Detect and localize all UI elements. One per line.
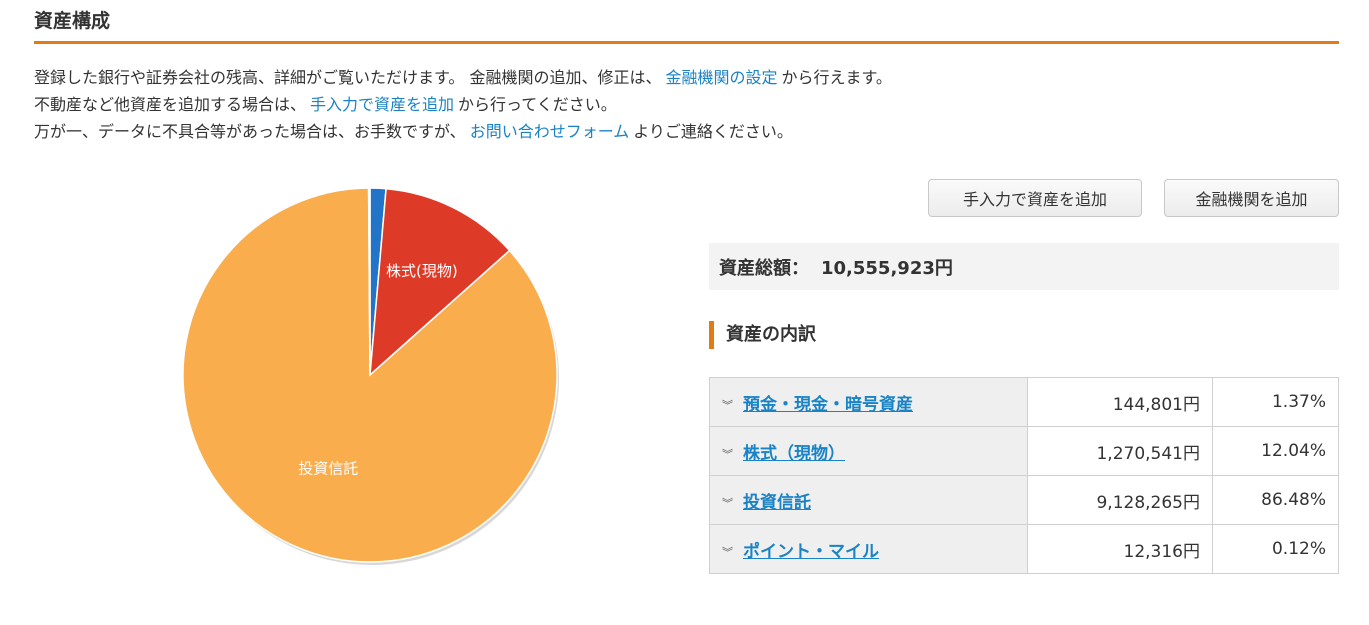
page-title: 資産構成 [34,10,111,32]
intro-text: 登録した銀行や証券会社の残高、詳細がご覧いただけます。 金融機関の追加、修正は、… [34,64,1334,145]
manual-asset-link[interactable]: 手入力で資産を追加 [310,95,455,114]
category-link-points[interactable]: ポイント・マイル [743,541,879,562]
amount-cell: 144,801円 [1027,377,1213,427]
double-chevron-down-icon[interactable]: ︾ [722,496,733,510]
percent-cell: 86.48% [1212,475,1339,525]
table-row: ︾ ポイント・マイル 12,316円 0.12% [709,524,1339,574]
amount-cell: 9,128,265円 [1027,475,1213,525]
contact-form-link[interactable]: お問い合わせフォーム [469,122,630,141]
intro-line-3-text-a: 万が一、データに不具合等があった場合は、お手数ですが、 [34,122,466,141]
category-cell: ︾ 投資信託 [709,475,1028,525]
pie-slice-1[interactable] [369,187,511,377]
category-link-deposits[interactable]: 預金・現金・暗号資産 [743,394,913,415]
intro-line-3-text-b: よりご連絡ください。 [633,122,793,141]
total-assets-box: 資産総額： 10,555,923円 [709,243,1339,290]
amount-cell: 12,316円 [1027,524,1213,574]
percent-cell: 1.37% [1212,377,1339,427]
category-cell: ︾ 株式（現物） [709,426,1028,476]
institution-settings-link[interactable]: 金融機関の設定 [665,68,778,87]
double-chevron-down-icon[interactable]: ︾ [722,545,733,559]
table-row: ︾ 預金・現金・暗号資産 144,801円 1.37% [709,377,1339,427]
total-assets-amount: 10,555,923円 [821,257,953,279]
intro-line-2-text-b: から行ってください。 [458,95,617,114]
percent-cell: 12.04% [1212,426,1339,476]
category-cell: ︾ ポイント・マイル [709,524,1028,574]
pie-svg: 株式(現物) 投資信託 [182,187,559,565]
pie-slice-label-2: 投資信託 [298,460,358,478]
amount-cell: 1,270,541円 [1027,426,1213,476]
intro-line-1-text-a: 登録した銀行や証券会社の残高、詳細がご覧いただけます。 金融機関の追加、修正は、 [34,68,662,87]
double-chevron-down-icon[interactable]: ︾ [722,398,733,412]
intro-line-2-text-a: 不動産など他資産を追加する場合は、 [34,95,307,114]
title-divider [34,41,1339,44]
add-institution-button[interactable]: 金融機関を追加 [1164,179,1339,217]
breakdown-table: ︾ 預金・現金・暗号資産 144,801円 1.37% ︾ 株式（現物） 1,270… [709,377,1339,574]
double-chevron-down-icon[interactable]: ︾ [722,447,733,461]
pie-slice-3[interactable] [367,187,371,376]
pie-slice-label-1: 株式(現物) [386,262,458,280]
intro-line-1-text-b: から行えます。 [781,68,892,87]
category-link-funds[interactable]: 投資信託 [743,492,811,513]
table-row: ︾ 投資信託 9,128,265円 86.48% [709,475,1339,525]
intro-line-1: 登録した銀行や証券会社の残高、詳細がご覧いただけます。 金融機関の追加、修正は、… [34,64,1334,91]
percent-cell: 0.12% [1212,524,1339,574]
intro-line-2: 不動産など他資産を追加する場合は、 手入力で資産を追加 から行ってください。 [34,91,1334,118]
breakdown-heading: 資産の内訳 [709,321,816,349]
category-link-stocks[interactable]: 株式（現物） [743,443,845,464]
table-row: ︾ 株式（現物） 1,270,541円 12.04% [709,426,1339,476]
intro-line-3: 万が一、データに不具合等があった場合は、お手数ですが、 お問い合わせフォーム よりご… [34,118,1334,145]
add-manual-asset-button[interactable]: 手入力で資産を追加 [928,179,1142,217]
category-cell: ︾ 預金・現金・暗号資産 [709,377,1028,427]
asset-pie-chart: 株式(現物) 投資信託 [170,175,570,575]
total-assets-label: 資産総額： [719,257,809,279]
